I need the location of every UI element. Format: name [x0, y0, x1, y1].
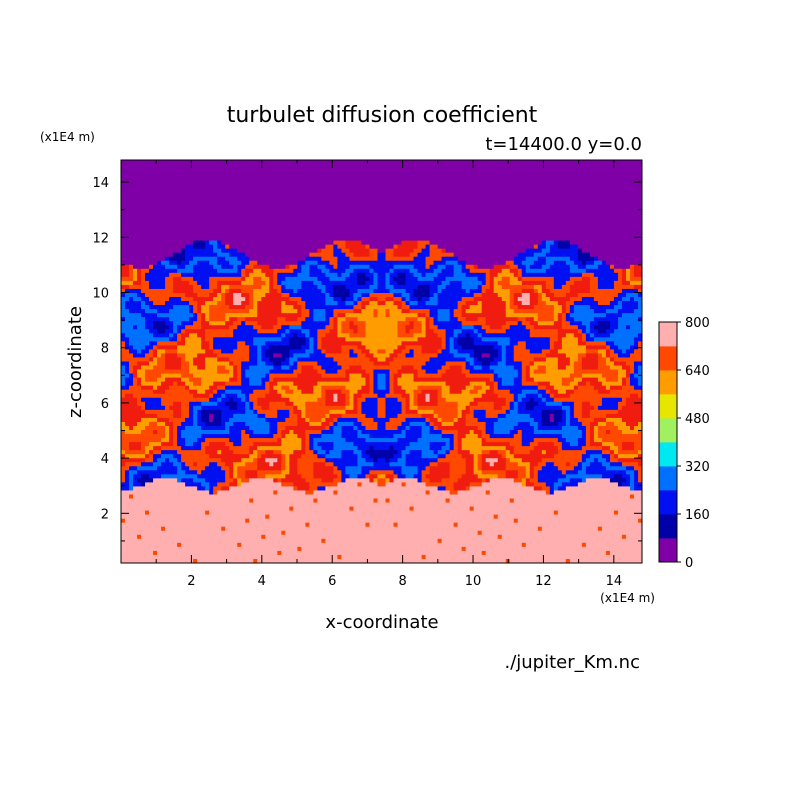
- y-unit-label: (x1E4 m): [40, 130, 95, 144]
- y-tick-label: 12: [92, 231, 109, 246]
- colorbar-swatch: [659, 490, 677, 515]
- colorbar-tick-label: 160: [685, 508, 710, 523]
- colorbar-tick-label: 320: [685, 460, 710, 475]
- colorbar-tick-label: 640: [685, 364, 710, 379]
- y-tick-label: 8: [101, 342, 109, 357]
- x-axis-label: x-coordinate: [325, 612, 438, 633]
- chart-subtitle: t=14400.0 y=0.0: [485, 134, 642, 155]
- colorbar-swatch: [659, 538, 677, 563]
- colorbar-swatch: [659, 442, 677, 467]
- heatmap-field: [121, 160, 642, 563]
- y-axis: 2 4 6 8 10 12 14: [92, 176, 642, 542]
- x-axis: 2 4 6 8 10 12 14: [155, 160, 623, 589]
- colorbar-swatch: [659, 394, 677, 419]
- colorbar-swatch: [659, 346, 677, 371]
- colorbar-tick-label: 0: [685, 556, 693, 571]
- y-tick-label: 14: [92, 176, 109, 191]
- y-axis-label: z-coordinate: [65, 306, 86, 418]
- x-tick-label: 4: [258, 574, 266, 589]
- x-unit-label: (x1E4 m): [600, 591, 655, 605]
- y-tick-label: 6: [101, 397, 109, 412]
- x-tick-label: 10: [465, 574, 482, 589]
- chart-title: turbulet diffusion coefficient: [227, 103, 538, 128]
- colorbar-swatch: [659, 322, 677, 347]
- source-file-label: ./jupiter_Km.nc: [504, 652, 640, 673]
- colorbar-swatch: [659, 466, 677, 491]
- plot-frame: [120, 159, 643, 564]
- colorbar-tick-label: 800: [685, 316, 710, 331]
- colorbar-swatch: [659, 370, 677, 395]
- y-tick-label: 4: [101, 452, 109, 467]
- y-tick-label: 10: [92, 286, 109, 301]
- x-tick-label: 14: [606, 574, 623, 589]
- colorbar-frame: [658, 321, 678, 563]
- x-tick-label: 12: [535, 574, 552, 589]
- colorbar-swatch: [659, 514, 677, 539]
- x-tick-label: 2: [187, 574, 195, 589]
- colorbar-swatch: [659, 418, 677, 443]
- x-tick-label: 6: [328, 574, 336, 589]
- colorbar: 0 160 320 480 640 800: [658, 316, 710, 571]
- y-tick-label: 2: [101, 507, 109, 522]
- colorbar-tick-label: 480: [685, 412, 710, 427]
- x-tick-label: 8: [398, 574, 406, 589]
